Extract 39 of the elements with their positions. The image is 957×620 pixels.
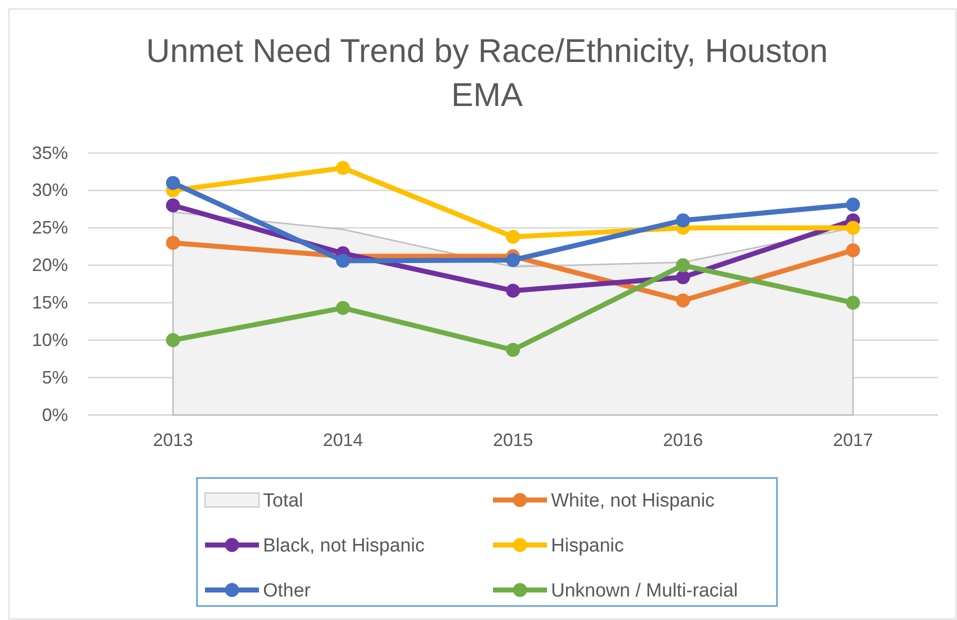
point	[166, 198, 180, 212]
x-tick-label: 2016	[662, 430, 704, 450]
point	[676, 270, 690, 284]
point	[676, 213, 690, 228]
legend-label: White, not Hispanic	[551, 490, 715, 512]
y-tick-label: 20%	[32, 255, 68, 276]
point	[336, 300, 350, 315]
y-tick-label: 25%	[32, 218, 68, 238]
point	[846, 198, 860, 212]
point	[846, 220, 860, 235]
point	[336, 160, 350, 175]
point	[166, 236, 180, 250]
legend-label: Other	[263, 580, 312, 602]
x-tick-label: 2014	[322, 430, 364, 450]
point	[336, 254, 350, 268]
x-tick-label: 2013	[152, 430, 194, 450]
point	[506, 342, 520, 357]
y-tick-label: 15%	[32, 292, 68, 312]
point	[676, 258, 690, 272]
x-tick-label: 2017	[832, 430, 874, 450]
point	[506, 284, 520, 298]
y-tick-label: 30%	[32, 180, 68, 200]
point	[166, 333, 180, 348]
point	[506, 253, 520, 268]
legend-label: Total	[263, 490, 304, 512]
point	[846, 296, 860, 310]
legend-label: Black, not Hispanic	[263, 536, 425, 557]
y-tick-label: 0%	[42, 404, 68, 425]
x-tick-label: 2015	[492, 430, 534, 450]
point	[166, 176, 180, 190]
point	[676, 293, 690, 308]
point	[506, 230, 520, 244]
y-tick-label: 10%	[32, 330, 68, 350]
point	[846, 243, 860, 258]
legend-label: Unknown / Multi-racial	[551, 580, 738, 602]
y-tick-label: 35%	[32, 142, 68, 163]
y-tick-label: 5%	[42, 367, 68, 388]
legend-label: Hispanic	[551, 536, 624, 557]
chart-title: Unmet Need Trend by Race/Ethnicity, Houston EMA	[146, 32, 828, 113]
